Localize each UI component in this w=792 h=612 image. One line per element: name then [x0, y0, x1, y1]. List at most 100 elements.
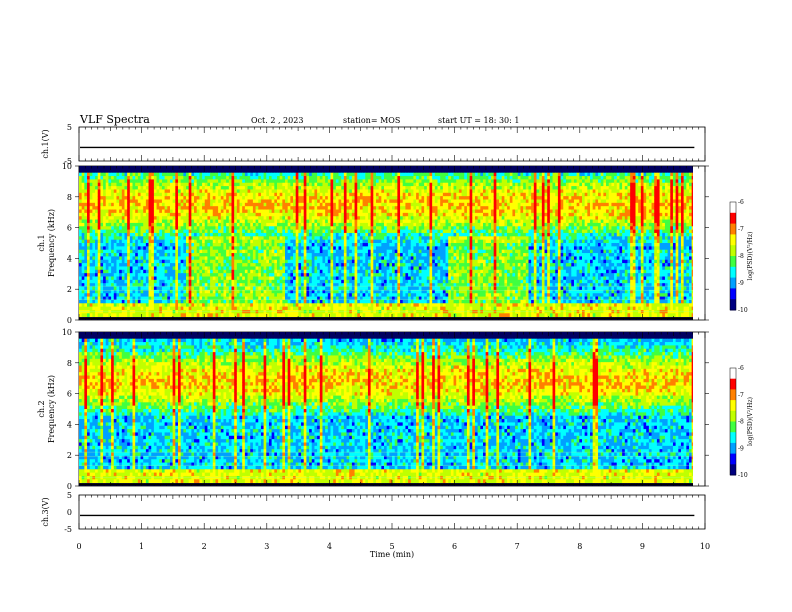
spectrogram-cell [290, 299, 294, 304]
spectrogram-cell [242, 199, 246, 204]
spectrogram-cell [317, 263, 321, 267]
spectrogram-cell [354, 192, 358, 197]
spectrogram-cell [119, 222, 123, 227]
spectrogram-cell [79, 313, 83, 318]
spectrogram-cell [143, 286, 147, 291]
spectrogram-cell [252, 232, 256, 237]
spectrogram-cell [373, 222, 377, 227]
spectrogram-cell [317, 232, 321, 237]
spectrogram-cell [183, 296, 187, 301]
spectrogram-cell [79, 232, 83, 237]
spectrogram-cell [322, 299, 326, 304]
spectrogram-cell [325, 293, 329, 297]
spectrogram-cell [129, 283, 133, 287]
spectrogram-cell [215, 192, 219, 197]
spectrogram-cell [194, 229, 198, 234]
spectrogram-cell [204, 269, 208, 274]
spectrogram-cell [258, 266, 262, 271]
spectrogram-cell [263, 216, 267, 220]
spectrogram-cell [370, 239, 374, 244]
spectrogram-cell [81, 182, 85, 187]
spectrogram-cell [357, 263, 361, 267]
spectrogram-cell [161, 309, 166, 314]
spectrogram-cell [164, 256, 168, 261]
spectrogram-cell [97, 249, 101, 254]
spectrogram-cell [295, 269, 299, 274]
spectrogram-cell [220, 303, 224, 308]
spectrogram-cell [145, 286, 149, 291]
spectrogram-cell [95, 209, 99, 214]
spectrogram-cell [295, 279, 299, 284]
spectrogram-cell [250, 296, 254, 301]
spectrogram-cell [79, 286, 83, 291]
spectrogram-cell [124, 266, 128, 271]
spectrogram-cell [333, 236, 337, 241]
spectrogram-cell [113, 309, 117, 314]
spectrogram-cell [87, 256, 91, 261]
spectrogram-cell [327, 266, 331, 271]
spectrogram-cell [375, 266, 380, 271]
spectrogram-cell [258, 222, 262, 227]
spectrogram-cell [202, 206, 206, 210]
spectrogram-cell [260, 283, 265, 287]
spectrogram-cell [378, 279, 382, 284]
spectrogram-cell [260, 232, 265, 237]
spectrogram-cell [100, 189, 104, 194]
spectrogram-cell [113, 202, 117, 207]
spectrogram-cell [349, 232, 353, 237]
spectrogram-cell [298, 189, 302, 194]
spectrogram-cell [386, 306, 390, 311]
spectrogram-cell [167, 196, 171, 200]
spectrogram-cell [293, 186, 297, 190]
spectrogram-cell [199, 286, 203, 291]
spectrogram-cell [218, 296, 222, 301]
spectrogram-cell [359, 172, 363, 177]
spectrogram-cell [314, 276, 318, 281]
spectrogram-cell [242, 209, 246, 214]
spectrogram-cell [148, 222, 152, 227]
spectrogram-cell [295, 299, 299, 304]
spectrogram-cell [236, 289, 240, 294]
spectrogram-cell [137, 303, 141, 308]
spectrogram-cell [145, 296, 149, 301]
spectrogram-cell [367, 266, 372, 271]
spectrogram-cell [244, 269, 248, 274]
spectrogram-cell [381, 232, 385, 237]
spectrogram-cell [274, 266, 278, 271]
spectrogram-cell [311, 249, 315, 254]
spectrogram-cell [100, 266, 104, 271]
spectrogram-cell [228, 239, 232, 244]
spectrogram-cell [255, 216, 259, 220]
spectrogram-cell [119, 269, 123, 274]
spectrogram-cell [105, 239, 109, 244]
spectrogram-cell [359, 229, 363, 234]
spectrogram-cell [268, 176, 273, 180]
spectrogram-cell [212, 202, 216, 207]
spectrogram-cell [113, 212, 117, 217]
spectrogram-cell [167, 222, 171, 227]
spectrogram-cell [333, 276, 337, 281]
spectrogram-cell [188, 279, 192, 284]
spectrogram-cell [362, 206, 366, 210]
spectrogram-cell [351, 249, 355, 254]
spectrogram-cell [268, 286, 273, 291]
spectrogram-cell [113, 172, 117, 177]
spectrogram-cell [322, 296, 326, 301]
spectrogram-cell [343, 239, 347, 244]
spectrogram-cell [351, 176, 355, 180]
spectrogram-cell [132, 309, 136, 314]
spectrogram-cell [271, 279, 275, 284]
spectrogram-cell [156, 186, 160, 190]
spectrogram-cell [180, 172, 184, 177]
spectrogram-cell [341, 226, 345, 231]
spectrogram-cell [298, 303, 302, 308]
spectrogram-cell [330, 202, 334, 207]
spectrogram-cell [97, 192, 101, 197]
spectrogram-cell [204, 289, 208, 294]
spectrogram-cell [84, 273, 88, 277]
spectrogram-cell [378, 216, 382, 220]
spectrogram-cell [228, 243, 232, 247]
spectrogram-cell [276, 206, 281, 210]
spectrogram-cell [306, 246, 310, 251]
spectrogram-cell [119, 216, 123, 220]
